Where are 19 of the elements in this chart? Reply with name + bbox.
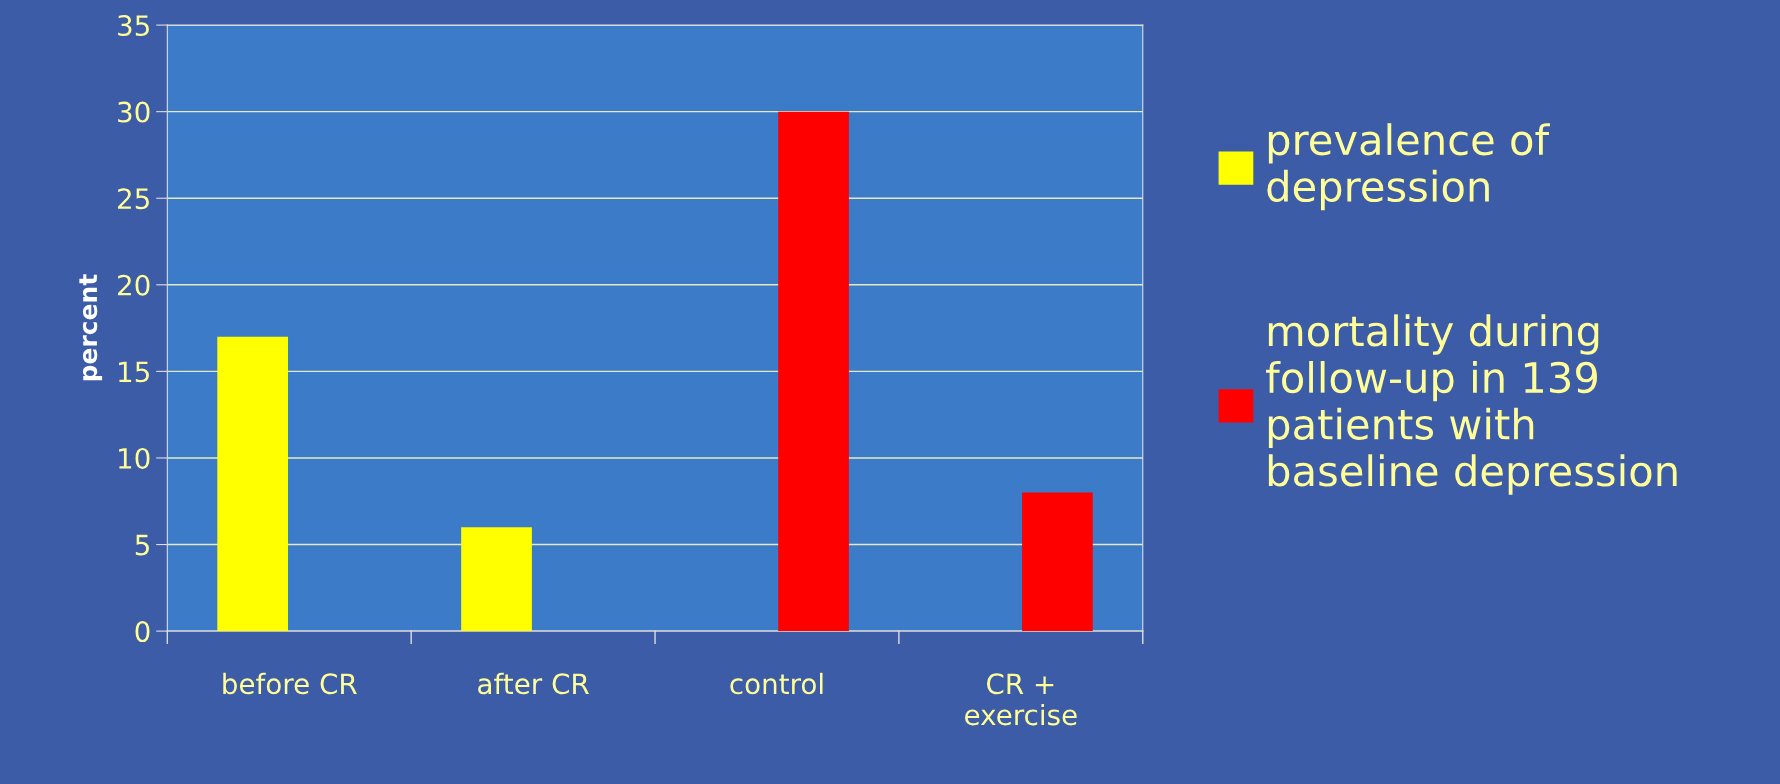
y-tick-label: 15 [119,361,149,383]
x-tick-label: before CR [223,672,357,695]
y-tick-label: 5 [135,534,149,556]
y-tick-label: 0 [135,621,150,643]
x-tick-label: CR + exercise [965,673,1077,726]
x-tick-label: control [730,672,823,695]
bar [217,336,289,632]
y-tick-label: 20 [118,274,150,296]
bar [1022,492,1093,632]
y-tick-label: 10 [119,447,150,469]
y-tick-label: 35 [118,15,149,37]
legend-label: mortality during follow-up in 139 patients with baseline depression [1266,314,1677,495]
legend-label: prevalence of depression [1267,123,1550,211]
y-tick-label: 25 [118,188,149,210]
bar [778,111,849,632]
bar [461,527,532,632]
y-axis-title: percent [79,274,103,381]
y-tick-label: 30 [118,101,150,123]
x-tick-label: after CR [478,672,589,695]
